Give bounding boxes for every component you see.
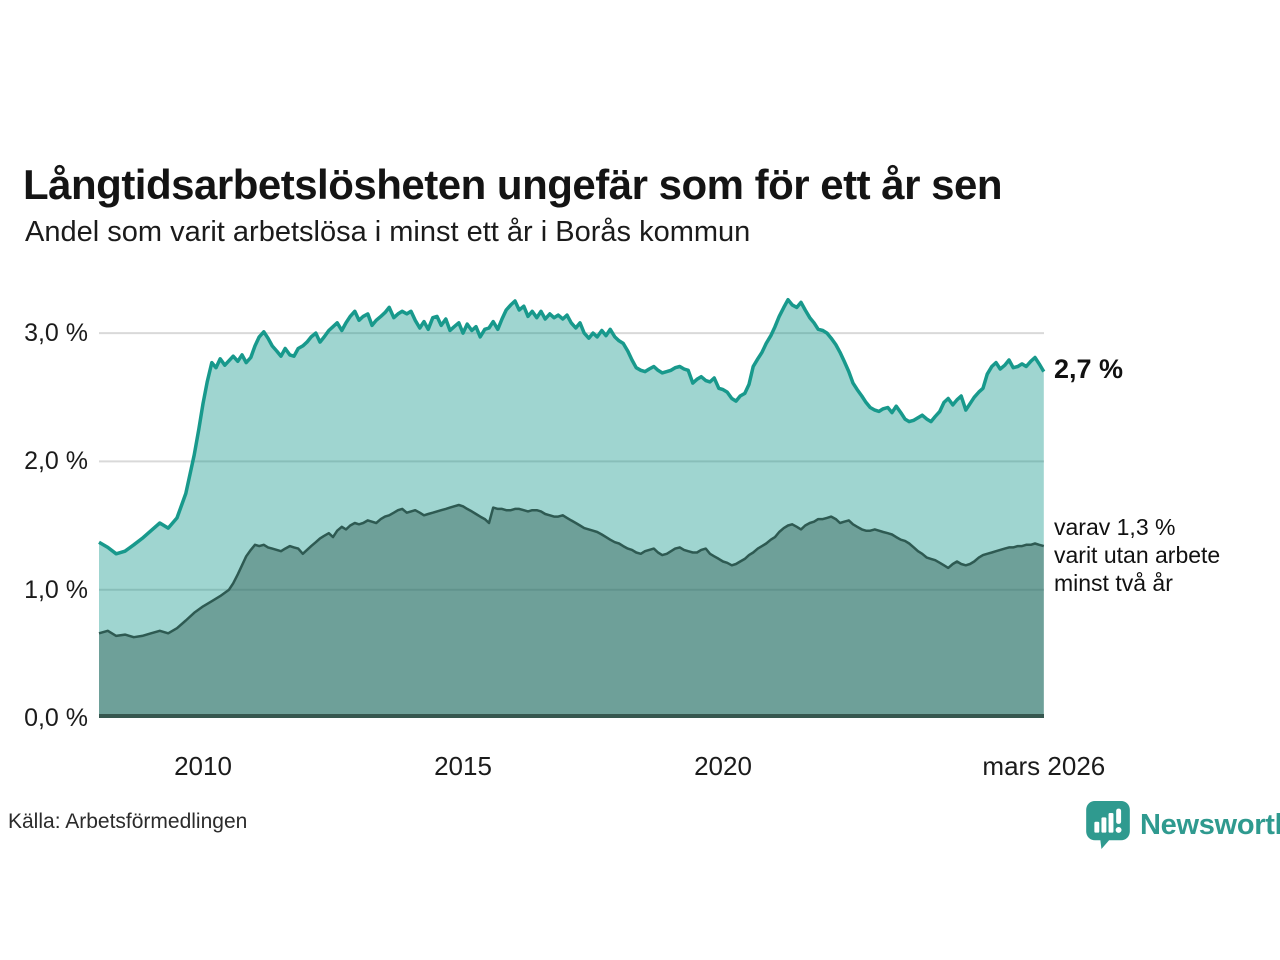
series-min-two-years-area (99, 505, 1044, 718)
x-axis-label: 2015 (434, 751, 492, 781)
latest-value-annotation: 2,7 % (1054, 354, 1124, 384)
y-axis-label: 0,0 % (24, 704, 88, 732)
newsworthy-logo: Newsworthy (1086, 801, 1280, 849)
y-axis-label: 1,0 % (24, 575, 88, 604)
page-title: Långtidsarbetslösheten ungefär som för e… (23, 161, 1003, 209)
chart-subtitle: Andel som varit arbetslösa i minst ett å… (25, 216, 751, 248)
series-min-one-year-area (99, 299, 1044, 718)
x-axis-label: 2010 (174, 751, 232, 781)
gridlines (99, 332, 1044, 591)
x-axis-label: 2020 (694, 751, 752, 781)
series-min-two-years-line (98, 503, 1045, 639)
newsworthy-logo-icon (1086, 801, 1130, 849)
y-axis-label: 3,0 % (24, 319, 88, 348)
series-min-one-year-line (98, 297, 1046, 556)
newsworthy-logo-text: Newsworthy (1140, 808, 1280, 841)
y-axis-label: 2,0 % (24, 447, 88, 476)
source-note: Källa: Arbetsförmedlingen (8, 810, 248, 833)
x-axis-label: mars 2026 (982, 751, 1106, 781)
two-year-value-annotation: varav 1,3 % varit utan arbete minst två … (1054, 514, 1221, 596)
